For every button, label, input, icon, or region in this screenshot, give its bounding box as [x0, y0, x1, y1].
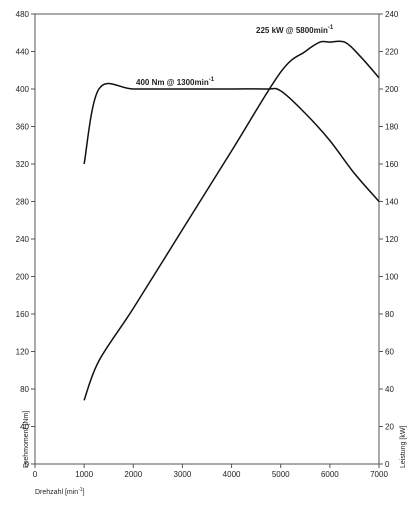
series-layer: [83, 40, 380, 401]
y-axis-left-title: Drehmoment [Nm]: [23, 411, 30, 468]
y-left-tick-label: 480: [16, 10, 30, 19]
y-left-tick-label: 120: [16, 348, 30, 357]
annotation-max-torque-text: 400 Nm @ 1300min: [136, 78, 209, 87]
y-left-tick-label: 280: [16, 198, 30, 207]
power-curve-line: [83, 40, 380, 401]
y-left-tick-label: 200: [16, 273, 30, 282]
x-tick-label: 3000: [174, 470, 192, 479]
y-right-tick-label: 200: [385, 85, 399, 94]
ticks-layer: 0 1000 2000 3000 4000 5000 6000 700004080120160…: [16, 10, 399, 479]
torque-curve-line: [83, 82, 380, 202]
y-right-tick-label: 100: [385, 273, 399, 282]
y-right-tick-label: 120: [385, 235, 399, 244]
x-axis-title-end: ]: [83, 489, 85, 496]
x-tick-label: 6000: [321, 470, 339, 479]
annotation-max-torque: 400 Nm @ 1300min-1: [136, 77, 215, 87]
annotation-max-power: 225 kW @ 5800min-1: [256, 25, 334, 35]
annotation-max-power-text: 225 kW @ 5800min: [256, 26, 328, 35]
y-right-tick-label: 160: [385, 160, 399, 169]
y-left-tick-label: 440: [16, 48, 30, 57]
y-right-tick-label: 60: [385, 348, 394, 357]
y-left-tick-label: 320: [16, 160, 30, 169]
y-axis-right-title: Leistung [kW]: [400, 426, 407, 468]
x-tick-label: 0: [33, 470, 38, 479]
annotation-max-power-sup: -1: [328, 25, 334, 31]
y-left-tick-label: 240: [16, 235, 30, 244]
y-left-tick-label: 0: [25, 460, 30, 469]
y-right-tick-label: 0: [385, 460, 390, 469]
x-tick-label: 4000: [223, 470, 241, 479]
x-tick-label: 1000: [75, 470, 93, 479]
x-tick-label: 2000: [124, 470, 142, 479]
y-left-tick-label: 360: [16, 123, 30, 132]
y-right-tick-label: 20: [385, 423, 394, 432]
y-right-tick-label: 180: [385, 123, 399, 132]
y-left-tick-label: 400: [16, 85, 30, 94]
y-left-tick-label: 40: [20, 423, 29, 432]
y-left-tick-label: 80: [20, 385, 29, 394]
y-right-tick-label: 40: [385, 385, 394, 394]
y-right-tick-label: 220: [385, 48, 399, 57]
annotation-max-torque-sup: -1: [209, 77, 215, 83]
y-right-tick-label: 80: [385, 310, 394, 319]
x-tick-label: 5000: [272, 470, 290, 479]
y-left-tick-label: 160: [16, 310, 30, 319]
y-right-tick-label: 140: [385, 198, 399, 207]
x-tick-label: 7000: [370, 470, 388, 479]
x-axis-title-main: Drehzahl [min: [35, 489, 78, 496]
y-right-tick-label: 240: [385, 10, 399, 19]
x-axis-title-sup: -1: [78, 487, 83, 493]
x-axis-title: Drehzahl [min-1]: [35, 487, 85, 496]
